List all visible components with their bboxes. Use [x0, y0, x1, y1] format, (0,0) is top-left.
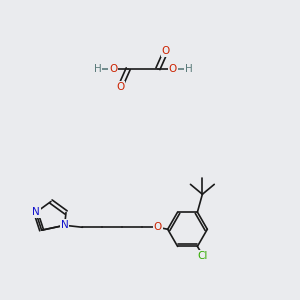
- Text: H: H: [185, 64, 193, 74]
- Text: O: O: [116, 82, 124, 92]
- Text: O: O: [109, 64, 118, 74]
- Text: O: O: [154, 222, 162, 232]
- Text: Cl: Cl: [197, 251, 208, 261]
- Text: N: N: [61, 220, 68, 230]
- Text: O: O: [162, 46, 170, 56]
- Text: O: O: [169, 64, 177, 74]
- Text: H: H: [94, 64, 101, 74]
- Text: N: N: [32, 208, 40, 218]
